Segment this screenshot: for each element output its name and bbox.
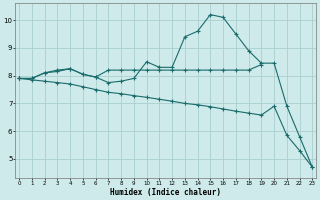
X-axis label: Humidex (Indice chaleur): Humidex (Indice chaleur) <box>110 188 221 197</box>
